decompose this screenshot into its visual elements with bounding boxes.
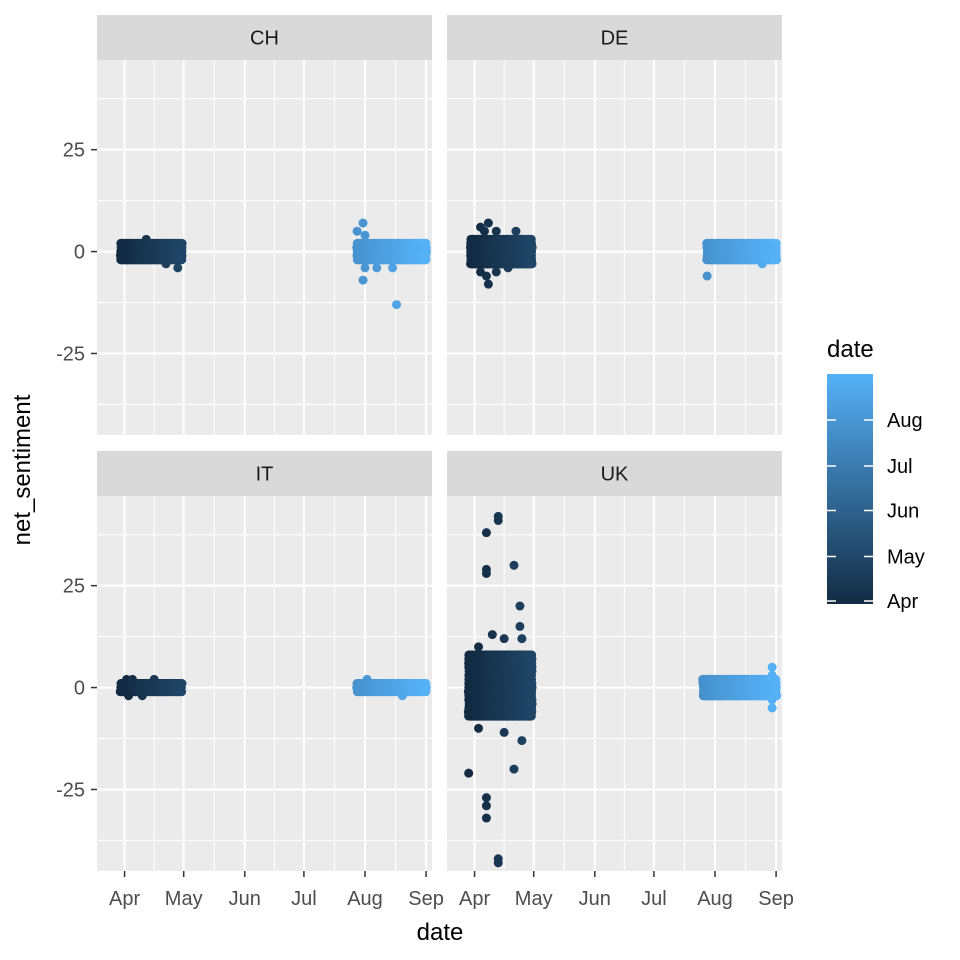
data-point xyxy=(415,243,425,252)
facet-strip xyxy=(97,451,432,496)
data-point xyxy=(137,691,147,701)
data-point xyxy=(362,674,372,684)
facet-panel-ch: CH xyxy=(97,15,432,435)
facet-panels: CH DE IT UK xyxy=(97,15,782,871)
data-point xyxy=(483,218,493,228)
facet-panel-uk: UK xyxy=(447,451,782,871)
data-point xyxy=(767,243,777,252)
data-point xyxy=(127,674,137,684)
data-point xyxy=(141,234,151,244)
data-points xyxy=(115,674,431,701)
data-point xyxy=(491,267,501,277)
data-point xyxy=(483,279,493,289)
data-point xyxy=(358,218,368,228)
data-points xyxy=(463,511,782,868)
data-point xyxy=(358,275,368,285)
facet-strip-label: UK xyxy=(601,464,629,486)
data-points xyxy=(115,218,432,310)
facet-strip-label: DE xyxy=(601,28,629,50)
data-point xyxy=(177,679,187,688)
data-point xyxy=(503,263,513,273)
data-point xyxy=(161,259,171,269)
data-point xyxy=(360,230,370,240)
facet-strip-label: CH xyxy=(250,28,279,50)
data-point xyxy=(360,263,370,273)
data-point xyxy=(491,226,501,236)
facet-panel-it: IT xyxy=(97,451,432,871)
data-point xyxy=(526,234,536,244)
data-point xyxy=(392,300,402,310)
data-point xyxy=(757,259,767,269)
facet-strip xyxy=(447,15,782,60)
facet-strip xyxy=(447,451,782,496)
facet-panel-de: DE xyxy=(447,15,782,435)
data-point xyxy=(511,226,521,236)
data-point xyxy=(149,674,159,684)
facet-strip-label: IT xyxy=(256,464,274,486)
data-point xyxy=(476,222,485,232)
data-point xyxy=(173,263,183,273)
data-point xyxy=(702,271,712,281)
data-point xyxy=(372,263,382,273)
data-point xyxy=(352,226,362,236)
data-point xyxy=(417,679,427,688)
data-point xyxy=(388,263,398,273)
facet-strip xyxy=(97,15,432,60)
data-point xyxy=(527,650,537,660)
data-point xyxy=(476,267,485,277)
data-points xyxy=(465,218,782,289)
data-point xyxy=(177,238,187,248)
data-point xyxy=(124,691,134,701)
data-point xyxy=(397,691,407,701)
